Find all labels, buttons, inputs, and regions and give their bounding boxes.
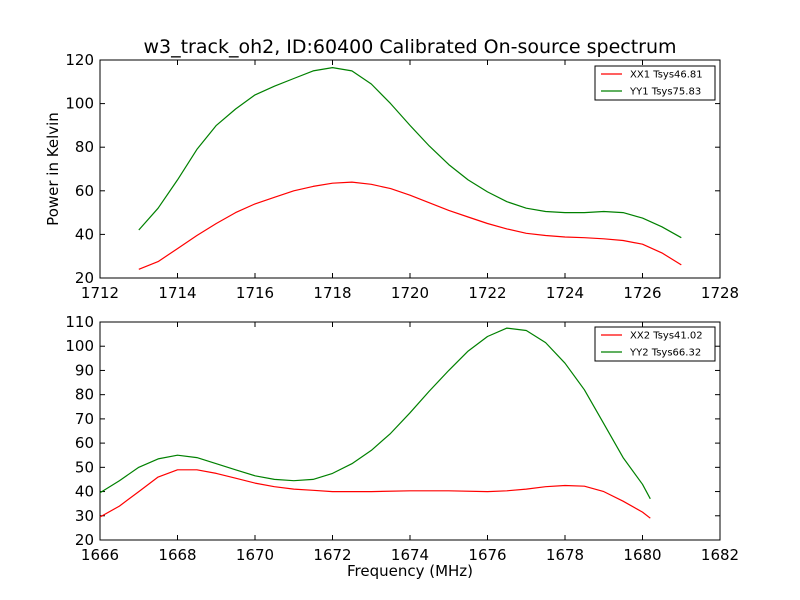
x-axis-label: Frequency (MHz) — [347, 562, 473, 580]
legend-label-yy1: YY1 Tsys75.83 — [629, 87, 701, 98]
x-tick-label: 1670 — [236, 546, 274, 564]
y-tick-label: 110 — [65, 313, 94, 331]
series-line-xx1 — [138, 181, 682, 270]
series-lines — [99, 327, 651, 519]
bottom-plot: 1666 1668 1670 1672 1674 1676 1678 1680 1682 20 30… — [65, 313, 739, 564]
y-axis-label: Power in Kelvin — [44, 112, 62, 226]
x-tick-label: 1718 — [313, 284, 351, 302]
axis-ticks: 1666 1668 1670 1672 1674 1676 1678 1680 1682 20 30… — [65, 313, 739, 564]
x-tick-label: 1712 — [81, 284, 119, 302]
x-tick-label: 1728 — [701, 284, 739, 302]
x-tick-label: 1678 — [546, 546, 584, 564]
x-tick-label: 1724 — [546, 284, 584, 302]
x-tick-label: 1682 — [701, 546, 739, 564]
y-tick-label: 20 — [75, 269, 94, 287]
y-tick-label: 50 — [75, 458, 94, 476]
x-tick-label: 1714 — [158, 284, 196, 302]
series-line-yy1 — [138, 66, 682, 239]
y-tick-label: 80 — [75, 386, 94, 404]
y-tick-label: 100 — [65, 95, 94, 113]
x-tick-label: 1666 — [81, 546, 119, 564]
series-line-yy2 — [99, 327, 651, 500]
x-tick-label: 1726 — [623, 284, 661, 302]
y-tick-label: 40 — [75, 225, 94, 243]
y-tick-label: 100 — [65, 337, 94, 355]
y-tick-label: 90 — [75, 361, 94, 379]
x-tick-label: 1674 — [391, 546, 429, 564]
y-tick-label: 70 — [75, 410, 94, 428]
y-tick-label: 60 — [75, 182, 94, 200]
y-tick-label: 30 — [75, 507, 94, 525]
y-tick-label: 20 — [75, 531, 94, 549]
y-tick-label: 60 — [75, 434, 94, 452]
x-tick-label: 1668 — [158, 546, 196, 564]
top-plot: 1712 1714 1716 1718 1720 1722 1724 1726 1728 20 40… — [65, 51, 739, 302]
y-tick-label: 120 — [65, 51, 94, 69]
legend-label-xx2: XX2 Tsys41.02 — [630, 331, 703, 342]
x-tick-label: 1716 — [236, 284, 274, 302]
legend-box — [594, 65, 716, 101]
series-line-xx2 — [99, 469, 651, 519]
axis-ticks: 1712 1714 1716 1718 1720 1722 1724 1726 1728 20 40… — [65, 51, 739, 302]
legend-label-xx1: XX1 Tsys46.81 — [630, 70, 703, 81]
y-tick-label: 80 — [75, 138, 94, 156]
y-tick-label: 40 — [75, 483, 94, 501]
x-tick-label: 1676 — [468, 546, 506, 564]
figure-title: w3_track_oh2, ID:60400 Calibrated On-sou… — [143, 36, 676, 58]
x-tick-label: 1722 — [468, 284, 506, 302]
legend: XX1 Tsys46.81 YY1 Tsys75.83 — [594, 65, 716, 101]
series-lines — [138, 66, 682, 270]
legend-box — [594, 326, 716, 362]
legend-label-yy2: YY2 Tsys66.32 — [629, 348, 701, 359]
legend: XX2 Tsys41.02 YY2 Tsys66.32 — [594, 326, 716, 362]
x-tick-label: 1672 — [313, 546, 351, 564]
x-tick-label: 1680 — [623, 546, 661, 564]
x-tick-label: 1720 — [391, 284, 429, 302]
